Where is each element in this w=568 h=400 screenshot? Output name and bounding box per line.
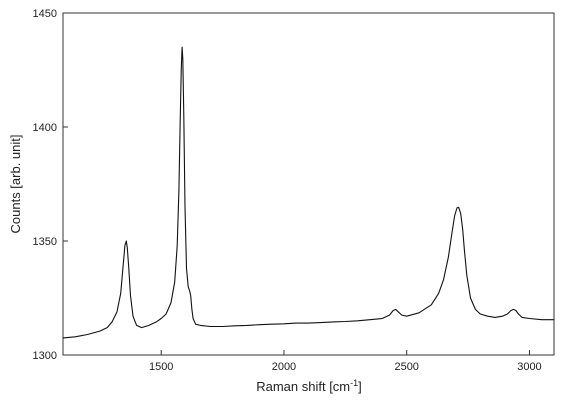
x-axis-title: Raman shift [cm-1] — [256, 378, 362, 394]
y-tick-label: 1300 — [33, 350, 57, 362]
x-tick-label: 2500 — [394, 361, 418, 373]
x-axis-title-suffix: ] — [358, 379, 362, 394]
x-tick-label: 3000 — [517, 361, 541, 373]
spectrum-line — [62, 46, 554, 339]
x-axis-title-main: Raman shift [cm — [256, 379, 350, 394]
y-tick-label: 1350 — [33, 236, 57, 248]
plot-frame — [62, 12, 555, 356]
y-ticks: 1300 1350 1400 1450 — [33, 8, 68, 362]
y-tick-label: 1400 — [33, 122, 57, 134]
y-tick-label: 1450 — [33, 8, 57, 20]
x-tick-label: 2000 — [272, 361, 296, 373]
y-axis-title: Counts [arb. unit] — [8, 135, 23, 234]
x-axis-title-sup: -1 — [350, 378, 358, 388]
x-tick-label: 1500 — [149, 361, 173, 373]
x-ticks: 1500 2000 2500 3000 — [149, 350, 542, 373]
